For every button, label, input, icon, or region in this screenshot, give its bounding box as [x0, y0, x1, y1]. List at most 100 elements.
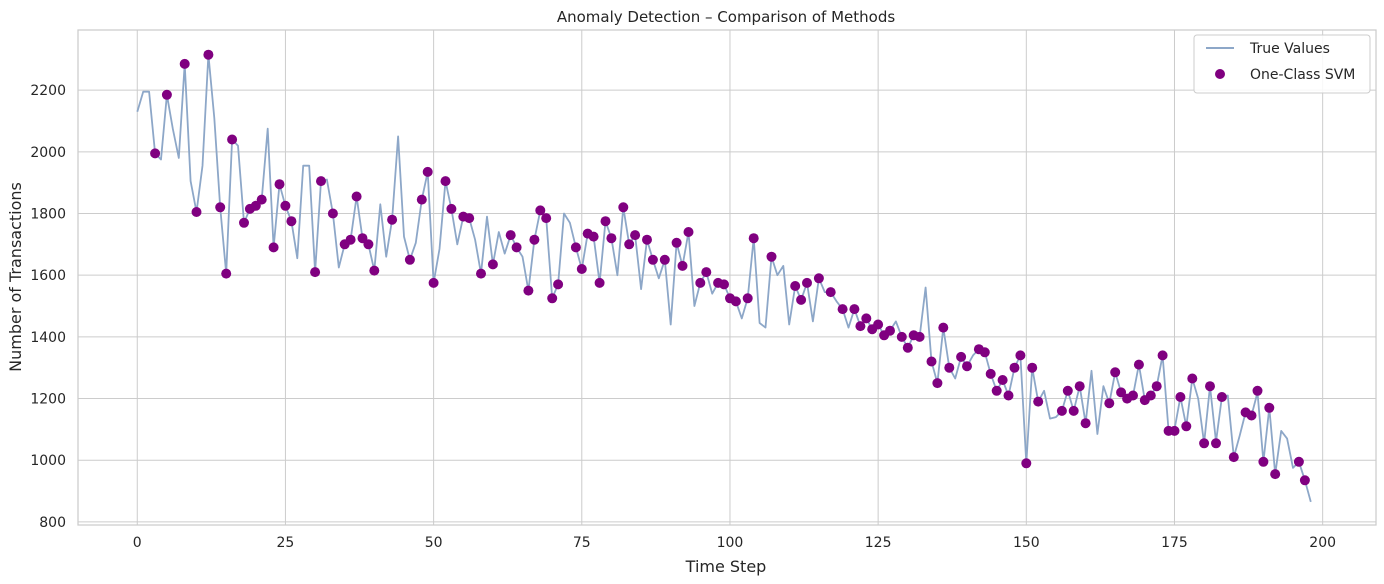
- svm-point: [642, 234, 652, 245]
- svm-point: [316, 176, 326, 187]
- y-tick-label: 1800: [30, 207, 66, 223]
- svm-point: [487, 259, 498, 270]
- y-tick-label: 1600: [30, 268, 66, 284]
- svm-point: [529, 234, 540, 245]
- svm-point: [671, 237, 682, 248]
- svm-point: [1074, 381, 1085, 392]
- svm-point: [1015, 350, 1026, 361]
- svm-point: [227, 134, 238, 145]
- svm-point: [1270, 469, 1281, 480]
- svm-point: [855, 321, 866, 332]
- svm-point: [203, 49, 214, 60]
- svm-point: [1133, 359, 1144, 370]
- svm-point: [790, 281, 801, 291]
- svm-point: [861, 313, 872, 324]
- svm-point: [280, 200, 291, 211]
- y-tick-label: 2000: [30, 145, 66, 161]
- svm-point: [286, 216, 297, 227]
- svm-point: [938, 322, 949, 333]
- svm-point: [1175, 392, 1186, 402]
- svm-point: [956, 351, 967, 362]
- svm-point: [547, 293, 558, 304]
- y-axis-label: Number of Transactions: [6, 182, 25, 372]
- svm-point: [962, 361, 972, 372]
- svm-point: [624, 239, 635, 250]
- svm-point: [926, 356, 937, 367]
- svm-point: [1104, 398, 1115, 409]
- y-tick-label: 1000: [30, 453, 66, 469]
- x-tick-label: 200: [1309, 535, 1336, 551]
- x-tick-label: 50: [425, 535, 443, 551]
- legend: True Values One-Class SVM: [1193, 34, 1371, 94]
- svm-point: [1169, 425, 1180, 436]
- svm-point: [932, 378, 943, 389]
- svm-point: [742, 293, 753, 304]
- svm-point: [719, 279, 729, 290]
- svm-points-layer: [150, 49, 1310, 486]
- svm-point: [600, 216, 611, 227]
- svm-point: [1216, 392, 1227, 402]
- x-tick-label: 0: [133, 535, 142, 551]
- svm-point: [1187, 373, 1198, 384]
- x-tick-labels: 0 25 50 75 100 125 150 175 200: [133, 535, 1336, 551]
- svm-point: [1033, 396, 1044, 407]
- svm-point: [1027, 362, 1038, 373]
- svm-point: [268, 242, 279, 253]
- svm-point: [511, 242, 522, 253]
- svm-point: [588, 231, 599, 242]
- svm-point: [440, 176, 451, 187]
- y-tick-label: 800: [39, 515, 66, 531]
- svm-point: [1264, 402, 1275, 413]
- svm-point: [997, 375, 1008, 385]
- svm-point: [825, 287, 836, 298]
- svm-point: [677, 260, 688, 271]
- svm-point: [1246, 410, 1257, 421]
- chart-title: Anomaly Detection – Comparison of Method…: [557, 8, 896, 26]
- legend-point-swatch: [1215, 69, 1225, 79]
- svm-point: [1068, 405, 1079, 416]
- svm-point: [215, 202, 226, 213]
- svm-point: [1145, 390, 1156, 401]
- svm-point: [1228, 452, 1239, 463]
- svm-point: [1293, 456, 1304, 467]
- svm-point: [1157, 350, 1168, 361]
- svm-point: [505, 230, 516, 241]
- svm-point: [351, 191, 362, 202]
- svm-point: [944, 362, 955, 373]
- svm-point: [179, 58, 190, 69]
- y-tick-label: 1400: [30, 330, 66, 346]
- y-tick-label: 2200: [30, 83, 66, 99]
- svm-point: [387, 214, 398, 225]
- svm-point: [1181, 421, 1192, 432]
- svm-point: [885, 325, 895, 336]
- svm-point: [1080, 418, 1091, 429]
- svm-point: [873, 319, 884, 330]
- svm-point: [541, 213, 552, 224]
- x-tick-label: 150: [1013, 535, 1040, 551]
- svm-point: [570, 242, 581, 253]
- legend-box: [1193, 34, 1371, 94]
- svm-point: [1110, 367, 1121, 378]
- svm-point: [796, 294, 807, 305]
- svm-point: [416, 194, 427, 205]
- svm-point: [363, 239, 374, 250]
- y-tick-labels: 800 1000 1200 1400 1600 1800 2000 2200: [30, 83, 66, 531]
- svm-point: [239, 217, 249, 228]
- svm-point: [594, 277, 605, 288]
- svm-point: [422, 166, 433, 177]
- x-tick-label: 125: [865, 535, 892, 551]
- svm-point: [464, 213, 475, 224]
- svm-point: [701, 267, 712, 278]
- svm-point: [837, 304, 848, 315]
- x-tick-label: 25: [277, 535, 295, 551]
- svm-point: [1151, 381, 1162, 392]
- svm-point: [1128, 390, 1138, 401]
- svm-point: [1009, 362, 1020, 373]
- svm-point: [191, 207, 202, 217]
- svm-point: [647, 254, 658, 265]
- svm-point: [979, 347, 990, 358]
- svm-point: [1258, 456, 1269, 467]
- svm-point: [991, 385, 1002, 396]
